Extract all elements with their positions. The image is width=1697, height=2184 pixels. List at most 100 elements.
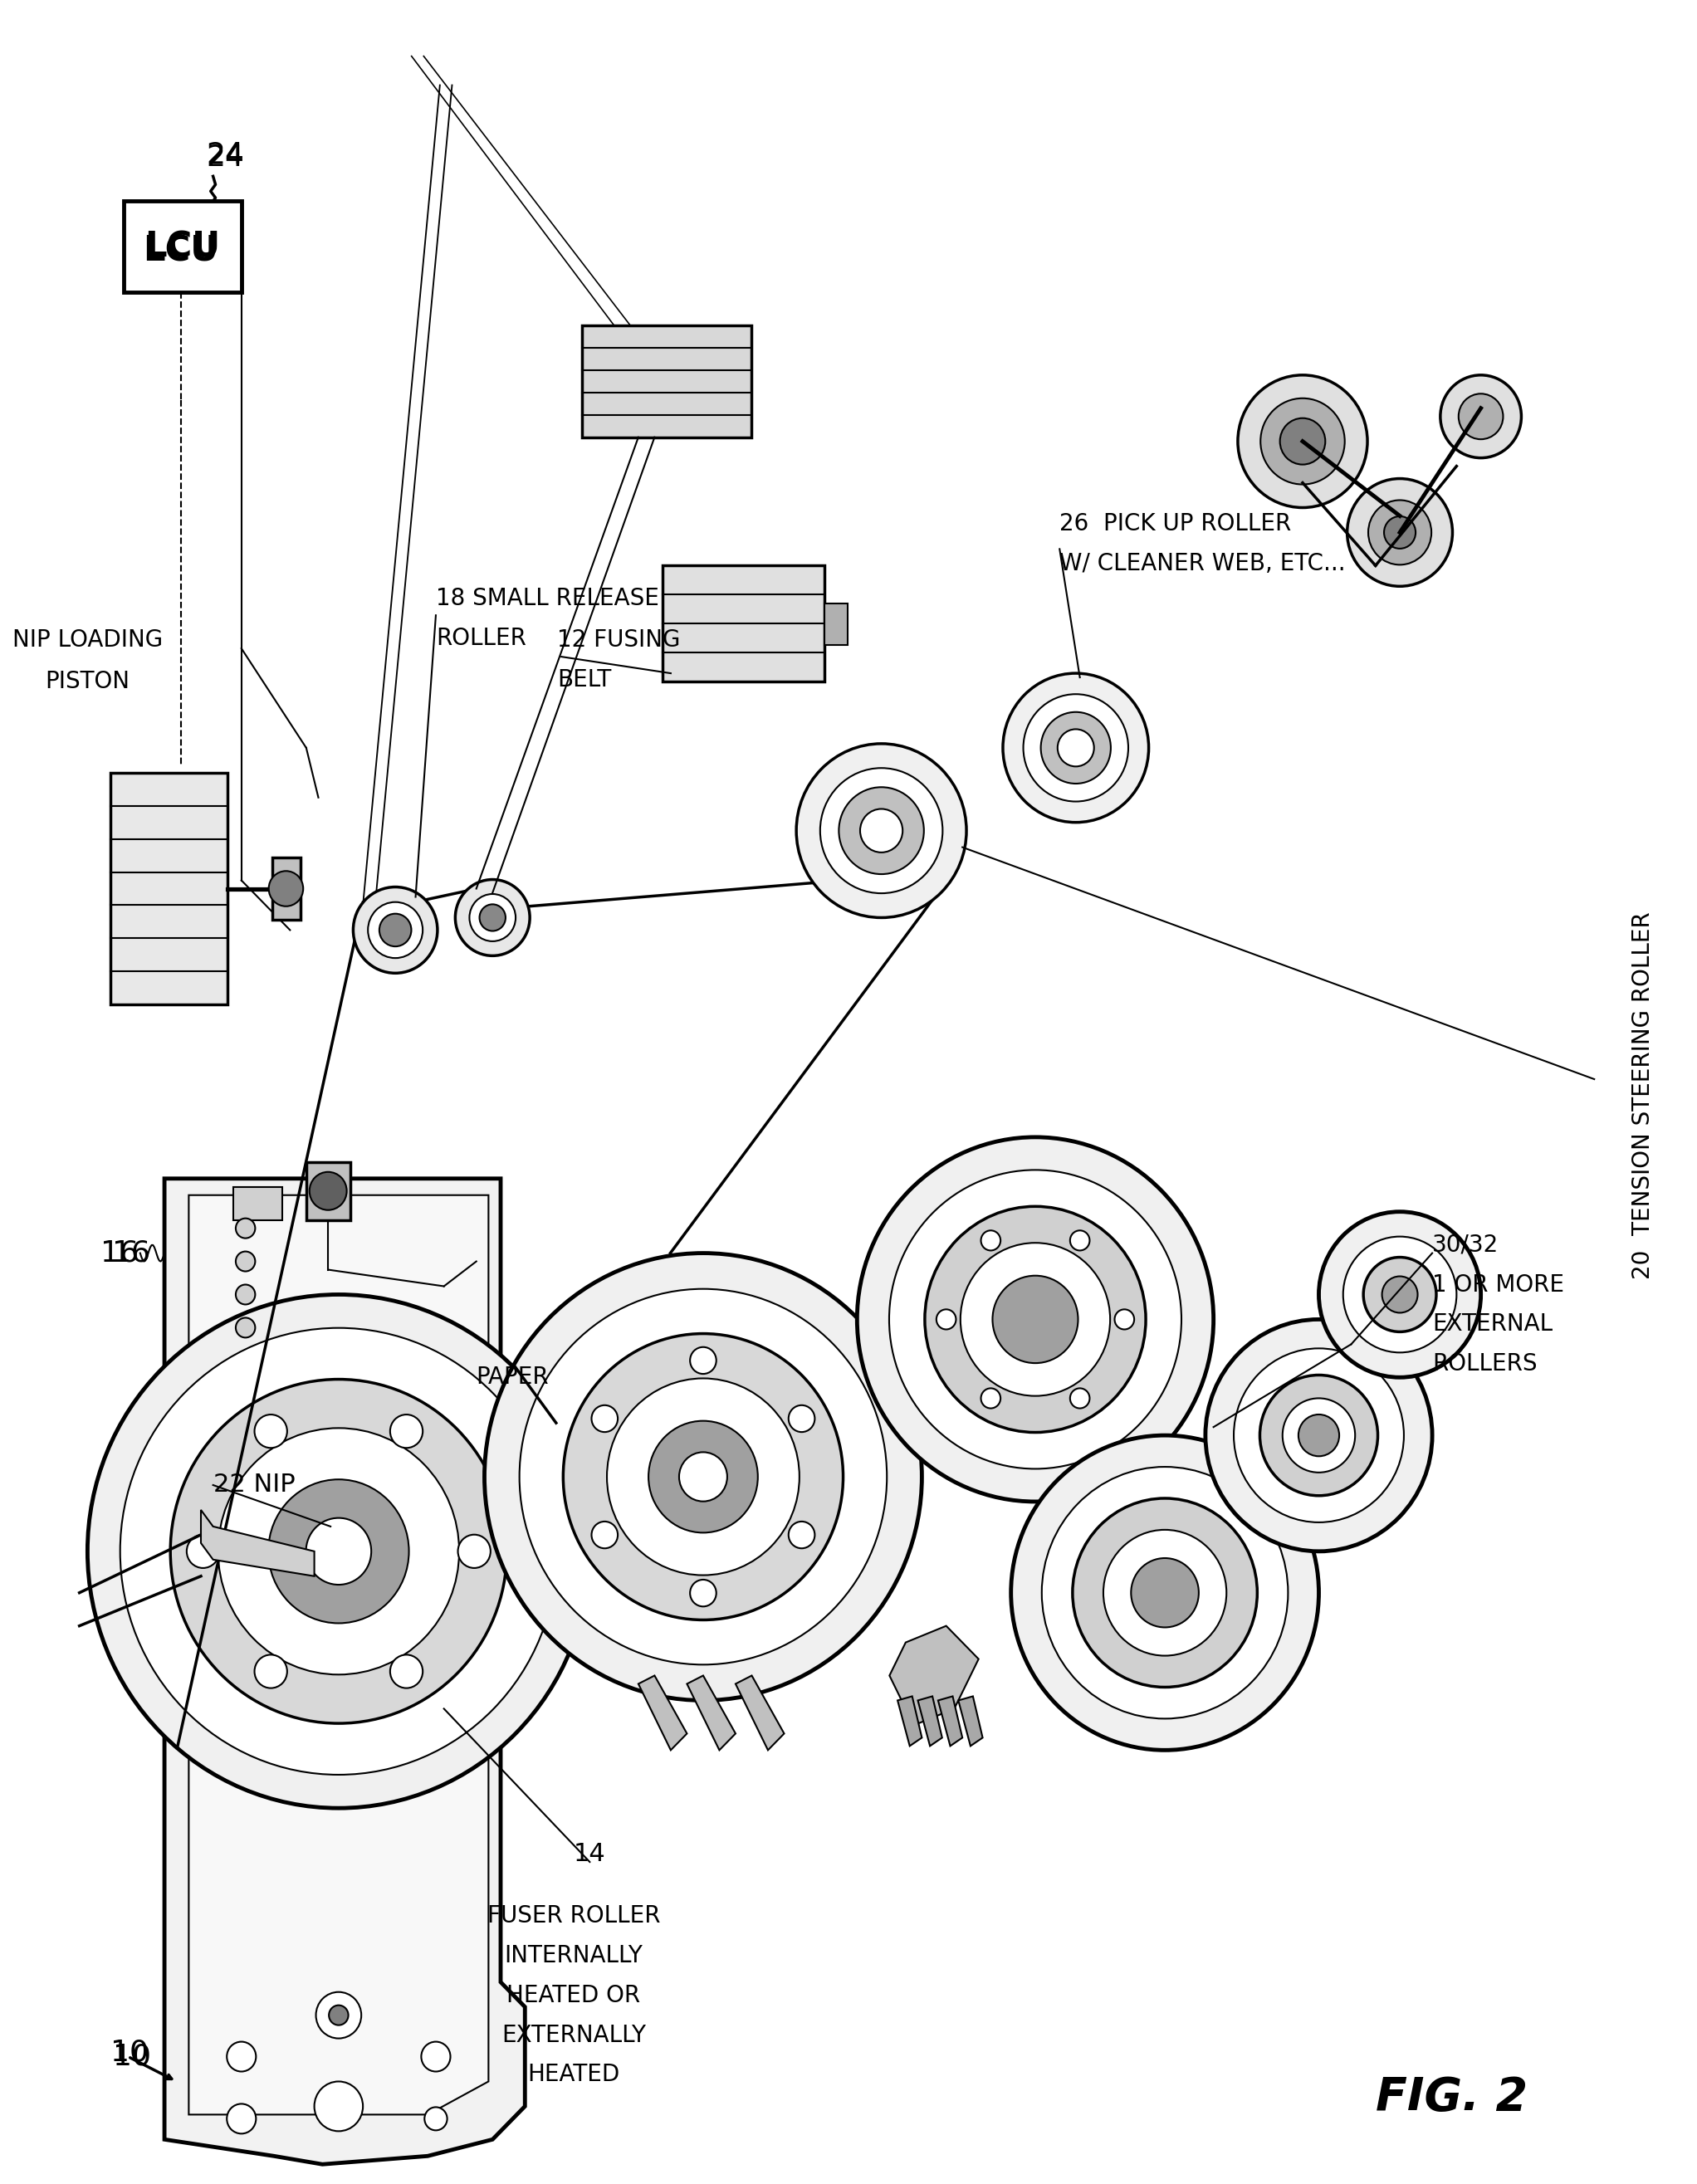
Circle shape [993, 1275, 1078, 1363]
Circle shape [691, 1348, 716, 1374]
Polygon shape [938, 1697, 962, 1745]
Circle shape [380, 913, 411, 946]
Circle shape [1259, 1376, 1378, 1496]
Circle shape [227, 2103, 256, 2134]
Text: FIG. 2: FIG. 2 [1376, 2075, 1527, 2121]
Circle shape [458, 1535, 490, 1568]
Circle shape [820, 769, 942, 893]
Circle shape [170, 1380, 507, 1723]
Circle shape [1298, 1415, 1339, 1457]
Polygon shape [188, 1195, 489, 2114]
Circle shape [314, 2081, 363, 2132]
Text: INTERNALLY: INTERNALLY [504, 1944, 643, 1968]
Circle shape [424, 2108, 448, 2129]
Circle shape [187, 1535, 219, 1568]
Circle shape [961, 1243, 1110, 1396]
Circle shape [268, 871, 304, 906]
Circle shape [592, 1404, 618, 1433]
Circle shape [925, 1206, 1145, 1433]
Polygon shape [889, 1625, 979, 1725]
Circle shape [219, 1428, 460, 1675]
Circle shape [1103, 1529, 1227, 1655]
Polygon shape [638, 1675, 687, 1749]
Circle shape [236, 1251, 255, 1271]
Text: 10: 10 [110, 2038, 149, 2066]
Circle shape [789, 1522, 815, 1548]
Text: HEATED OR: HEATED OR [507, 1983, 640, 2007]
Polygon shape [898, 1697, 921, 1745]
Polygon shape [918, 1697, 942, 1745]
Circle shape [120, 1328, 557, 1776]
Text: BELT: BELT [557, 668, 611, 692]
Circle shape [1441, 376, 1521, 459]
Text: 18 SMALL RELEASE: 18 SMALL RELEASE [436, 587, 658, 609]
Circle shape [796, 745, 966, 917]
Text: ROLLER: ROLLER [436, 627, 526, 651]
Polygon shape [735, 1675, 784, 1749]
Circle shape [857, 1138, 1213, 1503]
Text: 16: 16 [112, 1238, 149, 1267]
Circle shape [316, 1992, 361, 2038]
Text: 22 NIP: 22 NIP [214, 1472, 295, 1496]
Circle shape [305, 1518, 372, 1586]
Circle shape [255, 1655, 287, 1688]
Circle shape [236, 1284, 255, 1304]
Circle shape [1234, 1348, 1403, 1522]
Circle shape [390, 1655, 423, 1688]
Bar [305, 1162, 351, 1221]
Circle shape [421, 2042, 450, 2070]
Circle shape [268, 1479, 409, 1623]
Text: 1 OR MORE: 1 OR MORE [1432, 1273, 1565, 1297]
Circle shape [563, 1334, 843, 1621]
Bar [124, 201, 241, 293]
Circle shape [1071, 1389, 1089, 1409]
Circle shape [88, 1295, 591, 1808]
Circle shape [1283, 1398, 1356, 1472]
Bar [232, 1186, 282, 1221]
Circle shape [1115, 1310, 1134, 1330]
Circle shape [679, 1452, 728, 1500]
Circle shape [1130, 1557, 1198, 1627]
Text: 24: 24 [205, 142, 244, 170]
Polygon shape [959, 1697, 983, 1745]
Circle shape [1011, 1435, 1319, 1749]
Circle shape [1023, 695, 1129, 802]
Circle shape [1363, 1258, 1436, 1332]
Text: 30/32: 30/32 [1432, 1234, 1498, 1256]
Circle shape [889, 1171, 1181, 1470]
Circle shape [981, 1389, 1001, 1409]
Circle shape [1319, 1212, 1481, 1378]
Text: 16: 16 [100, 1238, 139, 1267]
Text: ROLLERS: ROLLERS [1432, 1352, 1537, 1376]
Circle shape [1057, 729, 1095, 767]
Text: PAPER: PAPER [477, 1365, 550, 1389]
Circle shape [455, 880, 529, 957]
Circle shape [329, 2005, 348, 2025]
Text: 12 FUSING: 12 FUSING [557, 629, 680, 651]
Polygon shape [165, 1179, 524, 2164]
Bar [110, 773, 227, 1005]
Circle shape [480, 904, 506, 930]
Text: FUSER ROLLER: FUSER ROLLER [487, 1904, 660, 1928]
Bar [582, 325, 752, 437]
Circle shape [368, 902, 423, 959]
Circle shape [592, 1522, 618, 1548]
Bar [272, 856, 300, 919]
Polygon shape [200, 1509, 314, 1577]
Text: 26  PICK UP ROLLER: 26 PICK UP ROLLER [1059, 513, 1291, 535]
Text: 20  TENSION STEERING ROLLER: 20 TENSION STEERING ROLLER [1631, 913, 1655, 1280]
Circle shape [1280, 417, 1325, 465]
Circle shape [608, 1378, 799, 1575]
Circle shape [255, 1415, 287, 1448]
Circle shape [691, 1579, 716, 1607]
Circle shape [1342, 1236, 1456, 1352]
Circle shape [1071, 1230, 1089, 1251]
Circle shape [470, 893, 516, 941]
Circle shape [309, 1173, 346, 1210]
Circle shape [1073, 1498, 1257, 1688]
Circle shape [1381, 1275, 1417, 1313]
Circle shape [353, 887, 438, 974]
Polygon shape [687, 1675, 735, 1749]
Text: PISTON: PISTON [46, 670, 131, 692]
Circle shape [838, 786, 923, 874]
